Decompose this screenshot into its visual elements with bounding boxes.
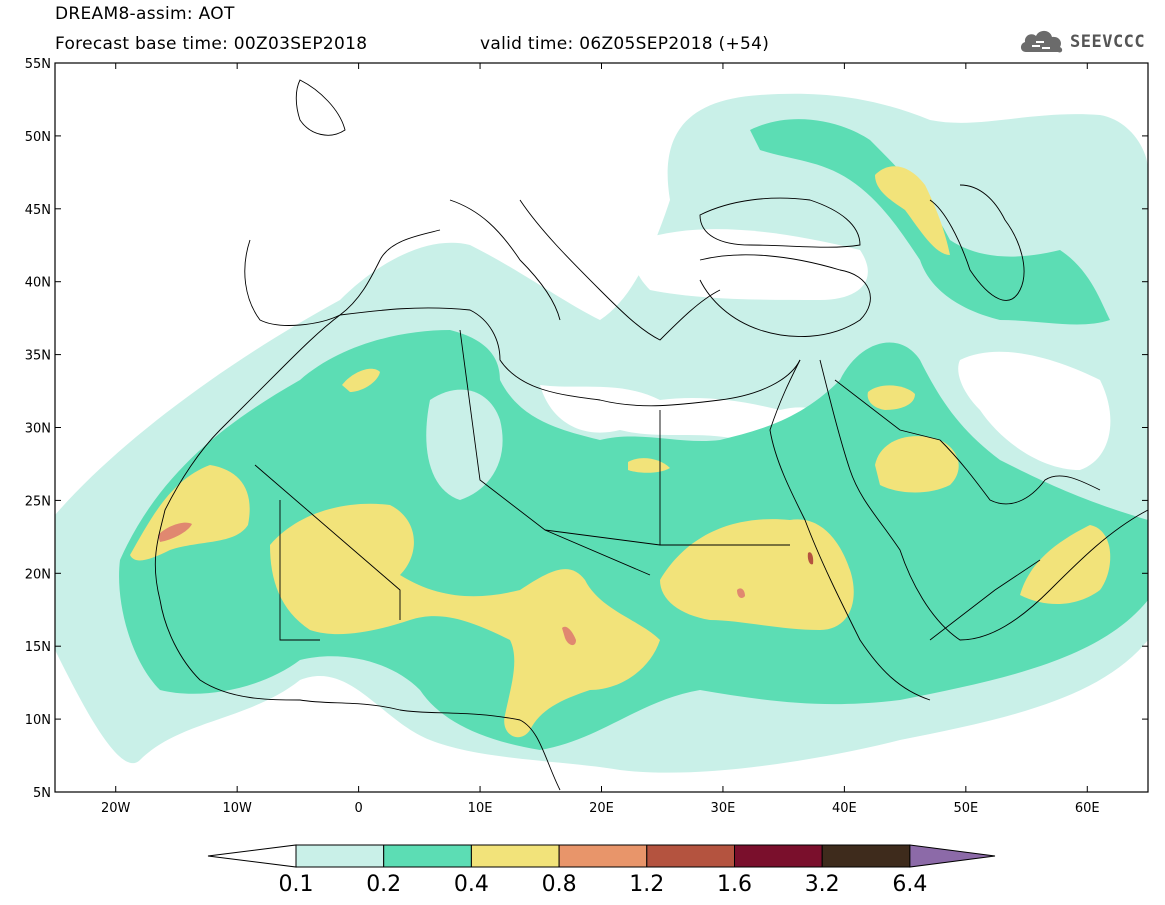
colorbar <box>207 844 996 868</box>
colorbar-segment <box>734 844 823 868</box>
lat-label: 50N <box>25 130 51 145</box>
lon-label: 50E <box>953 801 978 816</box>
colorbar-over-arrow <box>909 844 996 868</box>
lon-label: 10W <box>222 801 252 816</box>
aot-level-0.4-sudan <box>660 519 854 630</box>
border-libya <box>544 529 661 546</box>
aot-level-0.8-a <box>158 522 192 542</box>
lon-label: 10E <box>468 801 493 816</box>
colorbar-segment <box>295 844 385 868</box>
coastline-black-sea <box>699 197 861 248</box>
coastline-med-south <box>339 307 801 407</box>
coastlines <box>154 79 1148 791</box>
lon-label: 20W <box>101 801 131 816</box>
lat-axis: 55N 50N 45N 40N 35N 30N 25N 20N 15N 10N 5N <box>25 57 1148 801</box>
coastline-persian-gulf <box>939 439 1101 505</box>
colorbar-under-arrow <box>207 844 297 868</box>
logo-text: SEEVCCC <box>1070 32 1146 52</box>
colorbar-segment <box>470 844 560 868</box>
seevccc-logo: SEEVCCC <box>1018 26 1158 58</box>
aot-level-0.8-b <box>562 626 576 646</box>
border-sahara-2 <box>279 500 320 641</box>
coastline-west-africa <box>154 314 561 791</box>
colorbar-label: 0.4 <box>453 872 489 897</box>
aot-level-0.4-iraq <box>875 436 959 493</box>
aot-level-0.2 <box>119 330 1148 750</box>
colorbar-segment <box>646 844 735 868</box>
coastline-caspian <box>929 184 1025 301</box>
lat-label: 5N <box>33 786 51 801</box>
coastline-red-sea-east <box>819 359 1148 641</box>
lon-label: 30E <box>711 801 736 816</box>
lon-axis: 20W 10W 0 10E 20E 30E 40E 50E 60E <box>101 63 1100 816</box>
border-saudi <box>834 379 941 441</box>
coastline-iberia <box>244 229 441 326</box>
colorbar-label: 6.4 <box>892 872 928 897</box>
aot-level-0.1-inner <box>426 389 503 500</box>
colorbar-label: 0.2 <box>366 872 402 897</box>
aot-level-0.4-morocco <box>342 368 380 392</box>
lat-label: 40N <box>25 276 51 291</box>
map-title: DREAM8-assim: AOT <box>55 4 235 24</box>
aot-level-0.4-caspian <box>875 166 950 255</box>
cloud-icon <box>1020 30 1063 53</box>
colorbar-label: 1.2 <box>629 872 665 897</box>
colorbar-label: 0.1 <box>278 872 314 897</box>
colorbar-segment <box>383 844 472 868</box>
aot-level-0.4-syria <box>867 385 915 410</box>
forecast-base-time: Forecast base time: 00Z03SEP2018 <box>55 34 368 54</box>
colorbar-label: 1.6 <box>717 872 752 897</box>
lat-label: 10N <box>25 713 51 728</box>
border-sahara-3 <box>459 329 651 576</box>
aot-field <box>55 93 1148 773</box>
aot-level-0.4-arabia <box>1020 525 1111 605</box>
colorbar-segment <box>558 844 648 868</box>
lat-label: 20N <box>25 567 51 582</box>
colorbar-segment <box>821 844 911 868</box>
coastline-turkey <box>699 254 871 337</box>
coastline-red-sea <box>769 359 931 701</box>
lon-label: 0 <box>354 801 362 816</box>
lat-label: 30N <box>25 422 51 437</box>
lat-label: 35N <box>25 349 51 364</box>
colorbar-label: 3.2 <box>804 872 840 897</box>
lon-label: 20E <box>589 801 614 816</box>
aot-clear-iran <box>958 351 1111 470</box>
lat-label: 45N <box>25 203 51 218</box>
coastline-italy <box>449 199 561 321</box>
border-sahara-1 <box>254 464 401 620</box>
aot-level-0.4-libya <box>628 458 670 473</box>
lon-label: 40E <box>832 801 857 816</box>
colorbar-label: 0.8 <box>541 872 577 897</box>
border-yemen <box>929 559 1041 641</box>
valid-time: valid time: 06Z05SEP2018 (+54) <box>480 34 770 54</box>
lon-label: 60E <box>1075 801 1100 816</box>
lat-label: 15N <box>25 640 51 655</box>
coastline-uk <box>295 79 346 136</box>
lat-label: 25N <box>25 494 51 509</box>
lat-label: 55N <box>25 57 51 72</box>
coastline-balkans-greece <box>519 199 721 341</box>
aot-level-0.8-c <box>737 588 745 598</box>
aot-level-0.8-d <box>807 552 814 565</box>
